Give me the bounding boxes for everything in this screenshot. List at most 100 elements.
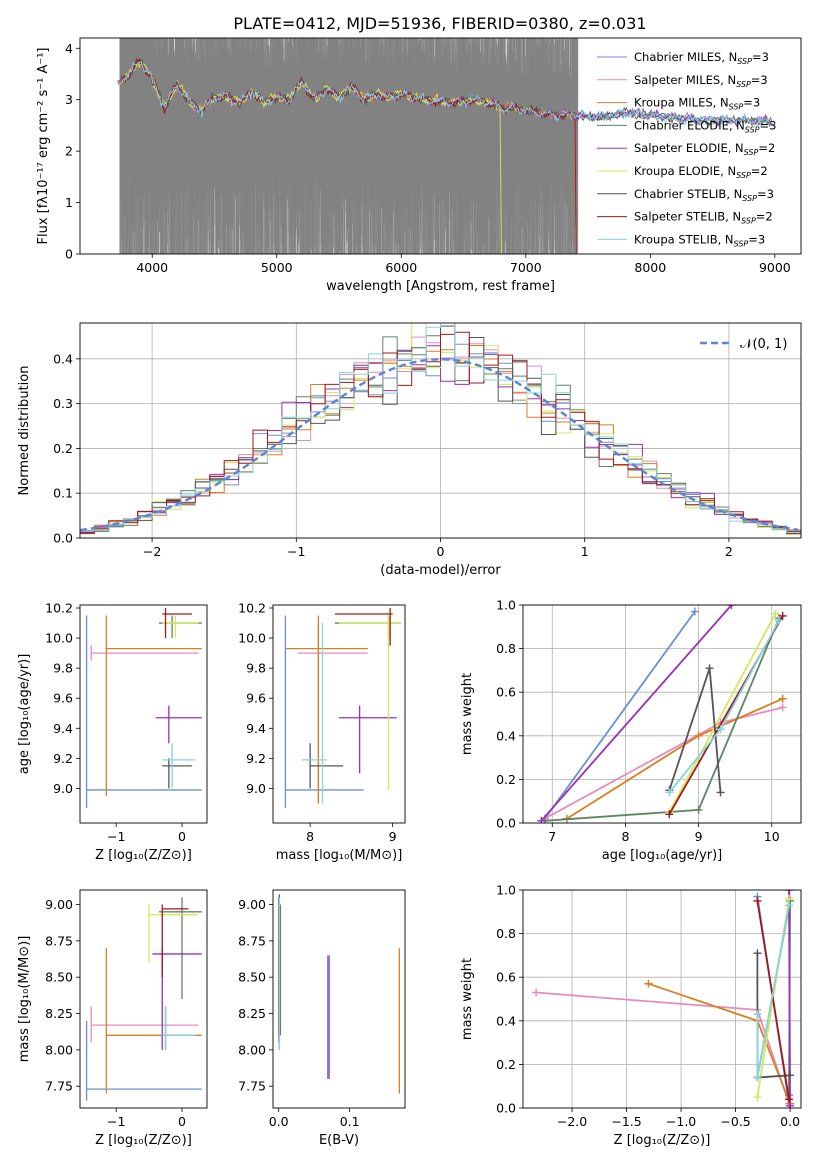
xtick-label-massweight_vs_Z-0: −2.0 [557, 1114, 587, 1129]
panel-age_vs_Z: −1 0 9.0 9.2 9.4 9.6 9.8 10.0 10.2 Z [log₁₀(Z/Z⊙)… [17, 601, 207, 863]
weight-line-4 [541, 605, 731, 821]
ytick-label-age_vs_Z-6: 10.2 [45, 601, 73, 616]
xtick-label-massweight_vs_Z-2: −1.0 [666, 1114, 696, 1129]
ytick-label-age_vs_mass-2: 9.4 [246, 721, 266, 736]
xtick-label-age_vs_mass-1: 9 [389, 829, 397, 844]
plot-area-massweight_vs_age [537, 601, 786, 825]
errorbar-point-2 [106, 616, 201, 796]
ytick-label-mass_vs_ebv-0: 7.75 [238, 1079, 266, 1094]
ytick-label-massweight_vs_age-1: 0.2 [496, 772, 516, 787]
xtick-label-massweight_vs_age-0: 7 [548, 829, 556, 844]
xlabel-residuals: (data-model)/error [380, 563, 501, 578]
ytick-label-age_vs_mass-1: 9.2 [246, 751, 266, 766]
ytick-label-residuals-1: 0.1 [53, 486, 73, 501]
xlabel-mass_vs_Z: Z [log₁₀(Z/Z⊙)] [95, 1133, 192, 1148]
residual-legend: 𝒩(0, 1) [700, 337, 787, 352]
ytick-label-massweight_vs_Z-3: 0.6 [496, 970, 516, 985]
ytick-label-mass_vs_ebv-4: 8.75 [238, 933, 266, 948]
weight-marker-3-1 [695, 806, 703, 814]
ytick-label-age_vs_mass-0: 9.0 [246, 781, 266, 796]
ytick-label-spectrum-2: 2 [65, 144, 73, 159]
xtick-label-residuals-1: −1 [287, 544, 305, 559]
ytick-label-mass_vs_Z-3: 8.50 [45, 970, 73, 985]
errorbar-point-6 [310, 743, 343, 788]
spectrum-legend: Chabrier MILES, NSSP=3Salpeter MILES, NS… [597, 50, 776, 248]
ytick-label-massweight_vs_age-3: 0.6 [496, 685, 516, 700]
xtick-label-spectrum-2: 6000 [385, 260, 417, 275]
xtick-label-massweight_vs_Z-3: −0.5 [720, 1114, 750, 1129]
ytick-label-spectrum-1: 1 [65, 195, 73, 210]
ytick-label-mass_vs_Z-5: 9.00 [45, 897, 73, 912]
ylabel-mass_vs_Z: mass [log₁₀(M/M⊙)] [17, 936, 32, 1063]
weight-marker-6-0 [753, 949, 761, 957]
xtick-label-massweight_vs_age-1: 8 [621, 829, 629, 844]
weight-marker-6-2 [717, 788, 725, 796]
xtick-label-massweight_vs_age-2: 9 [695, 829, 703, 844]
ylabel-massweight_vs_age: mass weight [460, 673, 475, 755]
ytick-label-age_vs_Z-0: 9.0 [53, 781, 73, 796]
legend-label-2: Kroupa MILES, NSSP=3 [634, 96, 760, 112]
ytick-label-massweight_vs_age-0: 0.0 [496, 816, 516, 831]
figure-title: PLATE=0412, MJD=51936, FIBERID=0380, z=0… [233, 14, 646, 33]
xtick-label-age_vs_Z-0: −1 [107, 829, 125, 844]
panel-spectrum: 4000 5000 6000 7000 8000 9000 0 1 2 3 4 wavelength … [36, 0, 801, 294]
ytick-label-massweight_vs_Z-0: 0.0 [496, 1101, 516, 1116]
xtick-label-age_vs_mass-0: 8 [306, 829, 314, 844]
frame-mass_vs_Z [80, 890, 207, 1108]
errorbar-point-5 [339, 616, 401, 790]
ytick-label-mass_vs_Z-2: 8.25 [45, 1006, 73, 1021]
xtick-label-spectrum-1: 5000 [261, 260, 293, 275]
panel-age_vs_mass: 8 9 9.0 9.2 9.4 9.6 9.8 10.0 10.2 mass [log₁₀(M/M… [238, 601, 405, 863]
errorbar-point-1 [91, 646, 198, 661]
errorbar-point-2 [285, 616, 368, 804]
weight-marker-1-0 [532, 988, 540, 996]
ytick-label-massweight_vs_Z-5: 1.0 [496, 883, 516, 898]
xtick-label-residuals-3: 1 [581, 544, 589, 559]
ytick-label-mass_vs_ebv-1: 8.00 [238, 1042, 266, 1057]
ytick-label-residuals-4: 0.4 [53, 351, 73, 366]
errorbar-point-4 [152, 948, 201, 1050]
weight-marker-6-1 [706, 664, 714, 672]
overlay-mass_vs_Z: −1 0 7.75 8.00 8.25 8.50 8.75 9.00 Z [log₁₀(Z/Z⊙… [17, 890, 207, 1148]
overlay-mass_vs_ebv: 0.0 0.1 7.75 8.00 8.25 8.50 8.75 9.00 E(B-V) [238, 890, 405, 1148]
errorbar-point-8 [302, 623, 327, 803]
ytick-label-spectrum-4: 4 [65, 41, 73, 56]
ytick-label-residuals-2: 0.2 [53, 441, 73, 456]
xtick-label-spectrum-3: 7000 [510, 260, 542, 275]
ytick-label-spectrum-0: 0 [65, 247, 73, 262]
weight-line-8 [669, 620, 779, 792]
xlabel-massweight_vs_Z: Z [log₁₀(Z/Z⊙)] [614, 1133, 711, 1148]
xtick-label-mass_vs_Z-0: −1 [107, 1114, 125, 1129]
ytick-label-massweight_vs_age-5: 1.0 [496, 598, 516, 613]
ytick-label-residuals-3: 0.3 [53, 396, 73, 411]
errorbar-point-8 [162, 1006, 195, 1050]
xtick-label-spectrum-5: 9000 [759, 260, 791, 275]
ylabel-residuals: Normed distribution [17, 366, 32, 496]
errorbar-point-7 [335, 608, 393, 646]
errorbar-point-3 [335, 616, 401, 639]
ytick-label-massweight_vs_age-2: 0.4 [496, 728, 516, 743]
ylabel-massweight_vs_Z: mass weight [460, 958, 475, 1040]
xtick-label-residuals-2: 0 [437, 544, 445, 559]
ytick-label-spectrum-3: 3 [65, 92, 73, 107]
ytick-label-age_vs_mass-6: 10.2 [238, 601, 266, 616]
panel-mass_vs_ebv: 0.0 0.1 7.75 8.00 8.25 8.50 8.75 9.00 E(B-V) [238, 890, 405, 1148]
errorbar-point-4 [156, 706, 202, 744]
xlabel-massweight_vs_age: age [log₁₀(age/yr)] [602, 848, 723, 863]
xtick-label-age_vs_Z-1: 0 [178, 829, 186, 844]
weight-marker-8-2 [785, 901, 793, 909]
xtick-label-mass_vs_Z-1: 0 [178, 1114, 186, 1129]
xtick-label-massweight_vs_Z-4: 0.0 [780, 1114, 800, 1129]
plot-area-age_vs_mass [285, 608, 401, 808]
ytick-label-massweight_vs_Z-1: 0.2 [496, 1057, 516, 1072]
overlay-residuals: −2 −1 0 1 20.00.10.20.30.4(data-model)/error… [17, 323, 801, 578]
errorbar-point-0 [87, 616, 202, 808]
weight-marker-1-2 [779, 703, 787, 711]
legend-label-6: Chabrier STELIB, NSSP=3 [634, 187, 774, 203]
ytick-label-age_vs_Z-1: 9.2 [53, 751, 73, 766]
errorbar-point-6 [162, 1006, 192, 1050]
legend-label-4: Salpeter ELODIE, NSSP=2 [634, 141, 775, 157]
legend-label-0: Chabrier MILES, NSSP=3 [634, 50, 769, 66]
ytick-label-age_vs_mass-5: 10.0 [238, 631, 266, 646]
legend-label-5: Kroupa ELODIE, NSSP=2 [634, 164, 768, 180]
